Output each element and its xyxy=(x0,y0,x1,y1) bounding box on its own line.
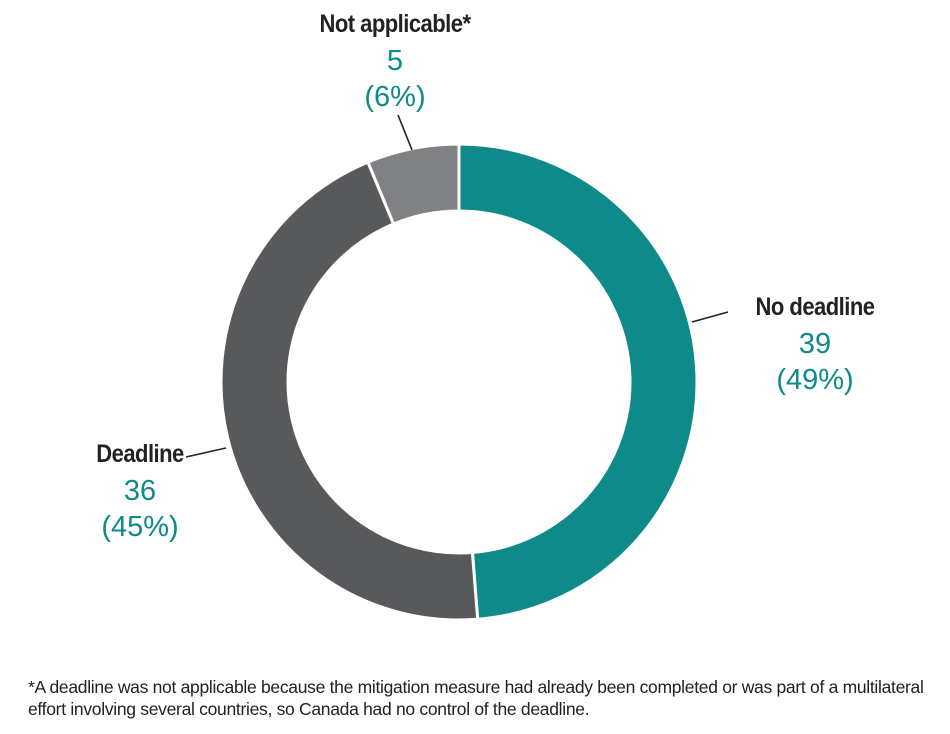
label-count: 39 xyxy=(798,328,832,360)
label-count: 36 xyxy=(123,475,157,507)
label-name: Not applicable* xyxy=(319,10,471,38)
leader-line-not-applicable xyxy=(397,114,413,151)
slice-no-deadline xyxy=(457,142,699,621)
slice-not-applicable xyxy=(365,142,461,226)
leader-line-deadline xyxy=(185,447,227,458)
label-percent: (6%) xyxy=(364,81,426,113)
label-percent: (49%) xyxy=(776,364,854,396)
label-no-deadline: No deadline 39 (49%) xyxy=(720,293,910,398)
label-deadline: Deadline 36 (45%) xyxy=(60,440,220,545)
slice-deadline xyxy=(219,160,480,622)
leader-lines xyxy=(185,114,729,458)
leader-line-no-deadline xyxy=(691,311,729,323)
label-name: No deadline xyxy=(755,293,875,321)
label-percent: (45%) xyxy=(101,511,179,543)
label-name: Deadline xyxy=(96,440,184,468)
label-not-applicable: Not applicable* 5 (6%) xyxy=(290,10,500,115)
donut-slices xyxy=(219,142,699,622)
footnote: *A deadline was not applicable because t… xyxy=(28,677,924,719)
label-count: 5 xyxy=(386,45,404,77)
